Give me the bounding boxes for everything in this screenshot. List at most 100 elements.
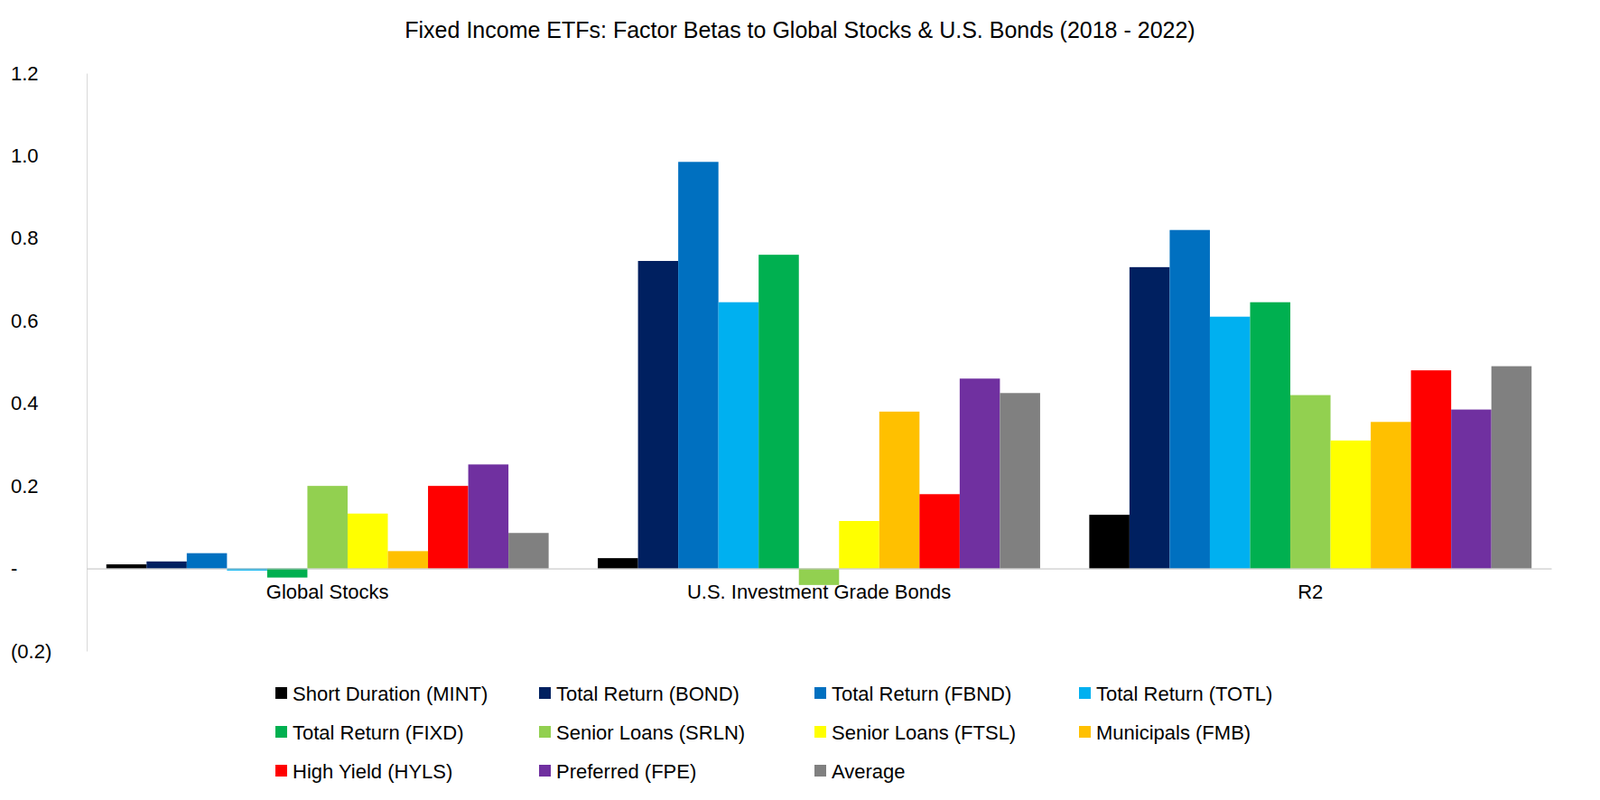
bar [1491,366,1533,569]
bar [1209,316,1251,569]
x-tick-label: U.S. Investment Grade Bonds [687,580,951,604]
bar [959,378,1001,568]
legend-label: Average [831,760,906,783]
legend-item: High Yield (HYLS) [275,760,453,783]
legend-label: Senior Loans (SRLN) [556,721,745,745]
bar [1129,267,1171,569]
legend-item: Total Return (FIXD) [275,721,465,745]
bar [838,520,880,569]
legend-swatch [814,764,827,777]
legend-item: Total Return (FBND) [814,682,1012,706]
bar [508,532,549,568]
bar [388,550,429,568]
bar [267,568,308,578]
y-tick-label: 0.8 [10,226,39,250]
legend-swatch [814,687,827,699]
y-tick: 0.2 [10,474,87,498]
bar [186,553,228,569]
y-tick: 0.8 [10,226,87,250]
legend-swatch [275,764,288,777]
legend-swatch [539,725,551,738]
x-axis: Global Stocks U.S. Investment Grade Bonds… [87,568,1553,605]
legend-item: Total Return (BOND) [539,682,740,706]
bar [427,485,469,568]
bar [1169,230,1210,569]
y-tick: (0.2) [10,640,87,663]
legend-label: Total Return (FIXD) [292,721,465,745]
bar [146,561,187,569]
legend-item: Senior Loans (FTSL) [814,721,1016,745]
series [347,440,1371,569]
bar [1451,409,1492,569]
x-tick: U.S. Investment Grade Bonds [687,568,951,605]
x-tick: Global Stocks [266,568,390,605]
y-axis: (0.2) - 0.2 0.4 0.6 0.8 1.0 1.2 [10,62,88,663]
y-axis-line [86,74,88,652]
legend-swatch [1079,687,1091,699]
series [468,378,1492,568]
legend-item: Municipals (FMB) [1079,721,1251,745]
legend-item: Senior Loans (SRLN) [539,721,745,745]
bar [879,411,921,569]
legend-label: Total Return (BOND) [556,682,740,706]
chart: Fixed Income ETFs: Factor Betas to Globa… [0,0,1600,800]
bar [347,513,389,569]
series [186,161,1210,568]
legend-label: Municipals (FMB) [1096,721,1251,745]
series [427,370,1452,568]
legend-label: Total Return (TOTL) [1096,682,1273,706]
bar [1088,514,1130,568]
bar [306,485,348,568]
y-tick-label: (0.2) [10,640,52,663]
series [508,366,1532,569]
legend-item: Total Return (TOTL) [1079,682,1273,706]
series [226,302,1250,571]
y-tick-label: 0.6 [10,309,39,333]
y-tick-label: 0.4 [10,391,39,415]
bar [758,254,800,568]
legend: Short Duration (MINT) Total Return (BOND)… [275,682,1273,783]
bar [1249,302,1291,569]
bars [106,161,1532,586]
series [267,254,1291,577]
y-tick-label: 0.2 [10,474,39,498]
title: Fixed Income ETFs: Factor Betas to Globa… [404,17,1195,43]
legend-swatch [275,687,288,699]
legend-item: Short Duration (MINT) [275,682,488,706]
legend-swatch [539,764,551,777]
y-tick: - [10,557,87,580]
bar [999,392,1041,568]
bar [919,493,960,568]
y-tick: 0.4 [10,391,87,415]
legend-label: Preferred (FPE) [556,760,697,783]
x-tick: R2 [1297,568,1323,605]
x-tick-label: R2 [1297,580,1323,604]
y-tick: 1.2 [10,62,87,85]
bar [638,260,680,569]
legend-label: Total Return (FBND) [831,682,1012,706]
series [146,260,1170,569]
y-tick-label: - [10,557,18,580]
y-tick: 0.6 [10,309,87,333]
x-tick-label: Global Stocks [266,580,390,604]
bar [1411,370,1452,568]
x-axis-line [87,568,1553,570]
legend-label: Short Duration (MINT) [292,682,488,706]
legend-label: Senior Loans (FTSL) [831,721,1016,745]
legend-swatch [1079,725,1091,738]
bar [1330,440,1372,569]
y-tick: 1.0 [10,144,87,168]
bar [106,564,148,569]
legend-swatch [275,725,288,738]
series [306,395,1331,586]
bar [718,302,760,569]
bar [597,558,639,568]
legend-swatch [814,725,827,738]
y-tick-label: 1.0 [10,144,39,168]
bar [468,464,510,568]
bar [1290,395,1331,569]
legend-item: Preferred (FPE) [539,760,697,783]
legend-swatch [539,687,551,699]
legend-item: Average [814,760,906,783]
plot: (0.2) - 0.2 0.4 0.6 0.8 1.0 1.2 Global Stocks U.S… [10,62,1553,663]
